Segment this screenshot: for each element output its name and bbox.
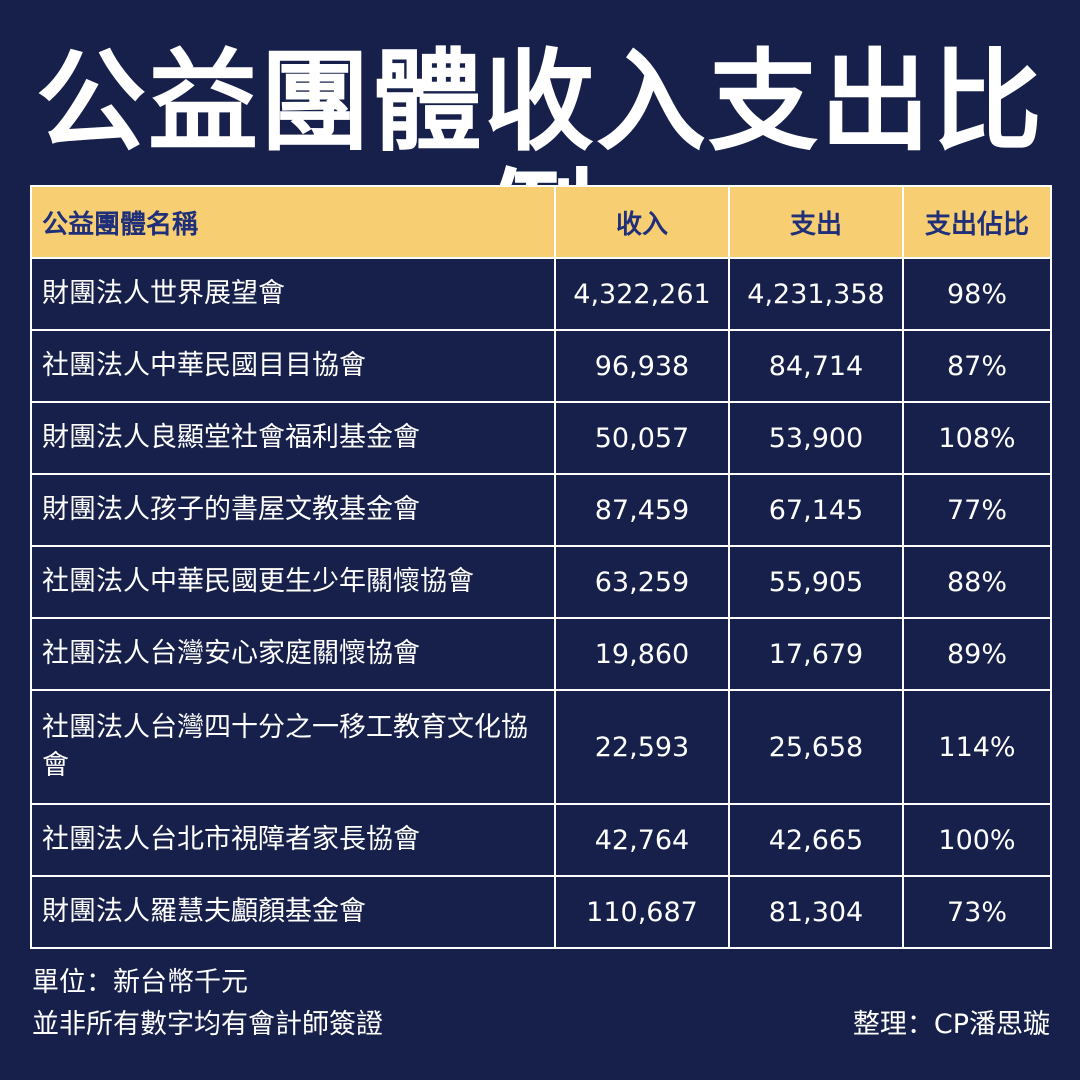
- cell-income: 110,687: [554, 875, 730, 949]
- cell-ratio: 100%: [902, 803, 1052, 877]
- audit-note: 並非所有數字均有會計師簽證: [32, 1009, 383, 1040]
- cell-expense: 17,679: [728, 617, 904, 691]
- cell-expense: 84,714: [728, 329, 904, 403]
- cell-ratio: 87%: [902, 329, 1052, 403]
- cell-org-name: 財團法人羅慧夫顱顏基金會: [30, 875, 556, 949]
- cell-expense: 53,900: [728, 401, 904, 475]
- cell-income: 42,764: [554, 803, 730, 877]
- cell-income: 96,938: [554, 329, 730, 403]
- cell-expense: 4,231,358: [728, 257, 904, 331]
- table-row: 財團法人世界展望會 4,322,261 4,231,358 98%: [30, 257, 1052, 331]
- cell-expense: 67,145: [728, 473, 904, 547]
- header-expense: 支出: [728, 185, 904, 259]
- cell-ratio: 73%: [902, 875, 1052, 949]
- cell-income: 4,322,261: [554, 257, 730, 331]
- unit-note: 單位：新台幣千元: [32, 967, 248, 998]
- cell-ratio: 108%: [902, 401, 1052, 475]
- cell-ratio: 98%: [902, 257, 1052, 331]
- header-income: 收入: [554, 185, 730, 259]
- cell-expense: 42,665: [728, 803, 904, 877]
- cell-ratio: 89%: [902, 617, 1052, 691]
- cell-income: 19,860: [554, 617, 730, 691]
- cell-org-name: 財團法人孩子的書屋文教基金會: [30, 473, 556, 547]
- table-row: 社團法人中華民國目目協會 96,938 84,714 87%: [30, 329, 1052, 403]
- credit-note: 整理：CP潘思璇: [852, 1009, 1050, 1040]
- table-row: 社團法人台北市視障者家長協會 42,764 42,665 100%: [30, 803, 1052, 877]
- table-row: 社團法人台灣安心家庭關懷協會 19,860 17,679 89%: [30, 617, 1052, 691]
- cell-org-name: 社團法人台灣四十分之一移工教育文化協會: [30, 689, 556, 805]
- footer-notes: 單位：新台幣千元 並非所有數字均有會計師簽證: [32, 962, 383, 1046]
- cell-org-name: 社團法人中華民國更生少年關懷協會: [30, 545, 556, 619]
- cell-expense: 81,304: [728, 875, 904, 949]
- cell-income: 87,459: [554, 473, 730, 547]
- table-row: 社團法人中華民國更生少年關懷協會 63,259 55,905 88%: [30, 545, 1052, 619]
- table-header-row: 公益團體名稱 收入 支出 支出佔比: [30, 185, 1052, 259]
- header-name: 公益團體名稱: [30, 185, 556, 259]
- cell-org-name: 社團法人台北市視障者家長協會: [30, 803, 556, 877]
- cell-org-name: 財團法人良顯堂社會福利基金會: [30, 401, 556, 475]
- cell-ratio: 88%: [902, 545, 1052, 619]
- cell-org-name: 社團法人中華民國目目協會: [30, 329, 556, 403]
- table-row: 財團法人良顯堂社會福利基金會 50,057 53,900 108%: [30, 401, 1052, 475]
- cell-income: 22,593: [554, 689, 730, 805]
- table-row: 財團法人羅慧夫顱顏基金會 110,687 81,304 73%: [30, 875, 1052, 949]
- cell-org-name: 財團法人世界展望會: [30, 257, 556, 331]
- data-table: 公益團體名稱 收入 支出 支出佔比 財團法人世界展望會 4,322,261 4,…: [30, 185, 1052, 949]
- cell-expense: 25,658: [728, 689, 904, 805]
- table-row: 社團法人台灣四十分之一移工教育文化協會 22,593 25,658 114%: [30, 689, 1052, 805]
- cell-ratio: 77%: [902, 473, 1052, 547]
- cell-income: 63,259: [554, 545, 730, 619]
- table-row: 財團法人孩子的書屋文教基金會 87,459 67,145 77%: [30, 473, 1052, 547]
- cell-expense: 55,905: [728, 545, 904, 619]
- cell-org-name: 社團法人台灣安心家庭關懷協會: [30, 617, 556, 691]
- cell-ratio: 114%: [902, 689, 1052, 805]
- cell-income: 50,057: [554, 401, 730, 475]
- header-ratio: 支出佔比: [902, 185, 1052, 259]
